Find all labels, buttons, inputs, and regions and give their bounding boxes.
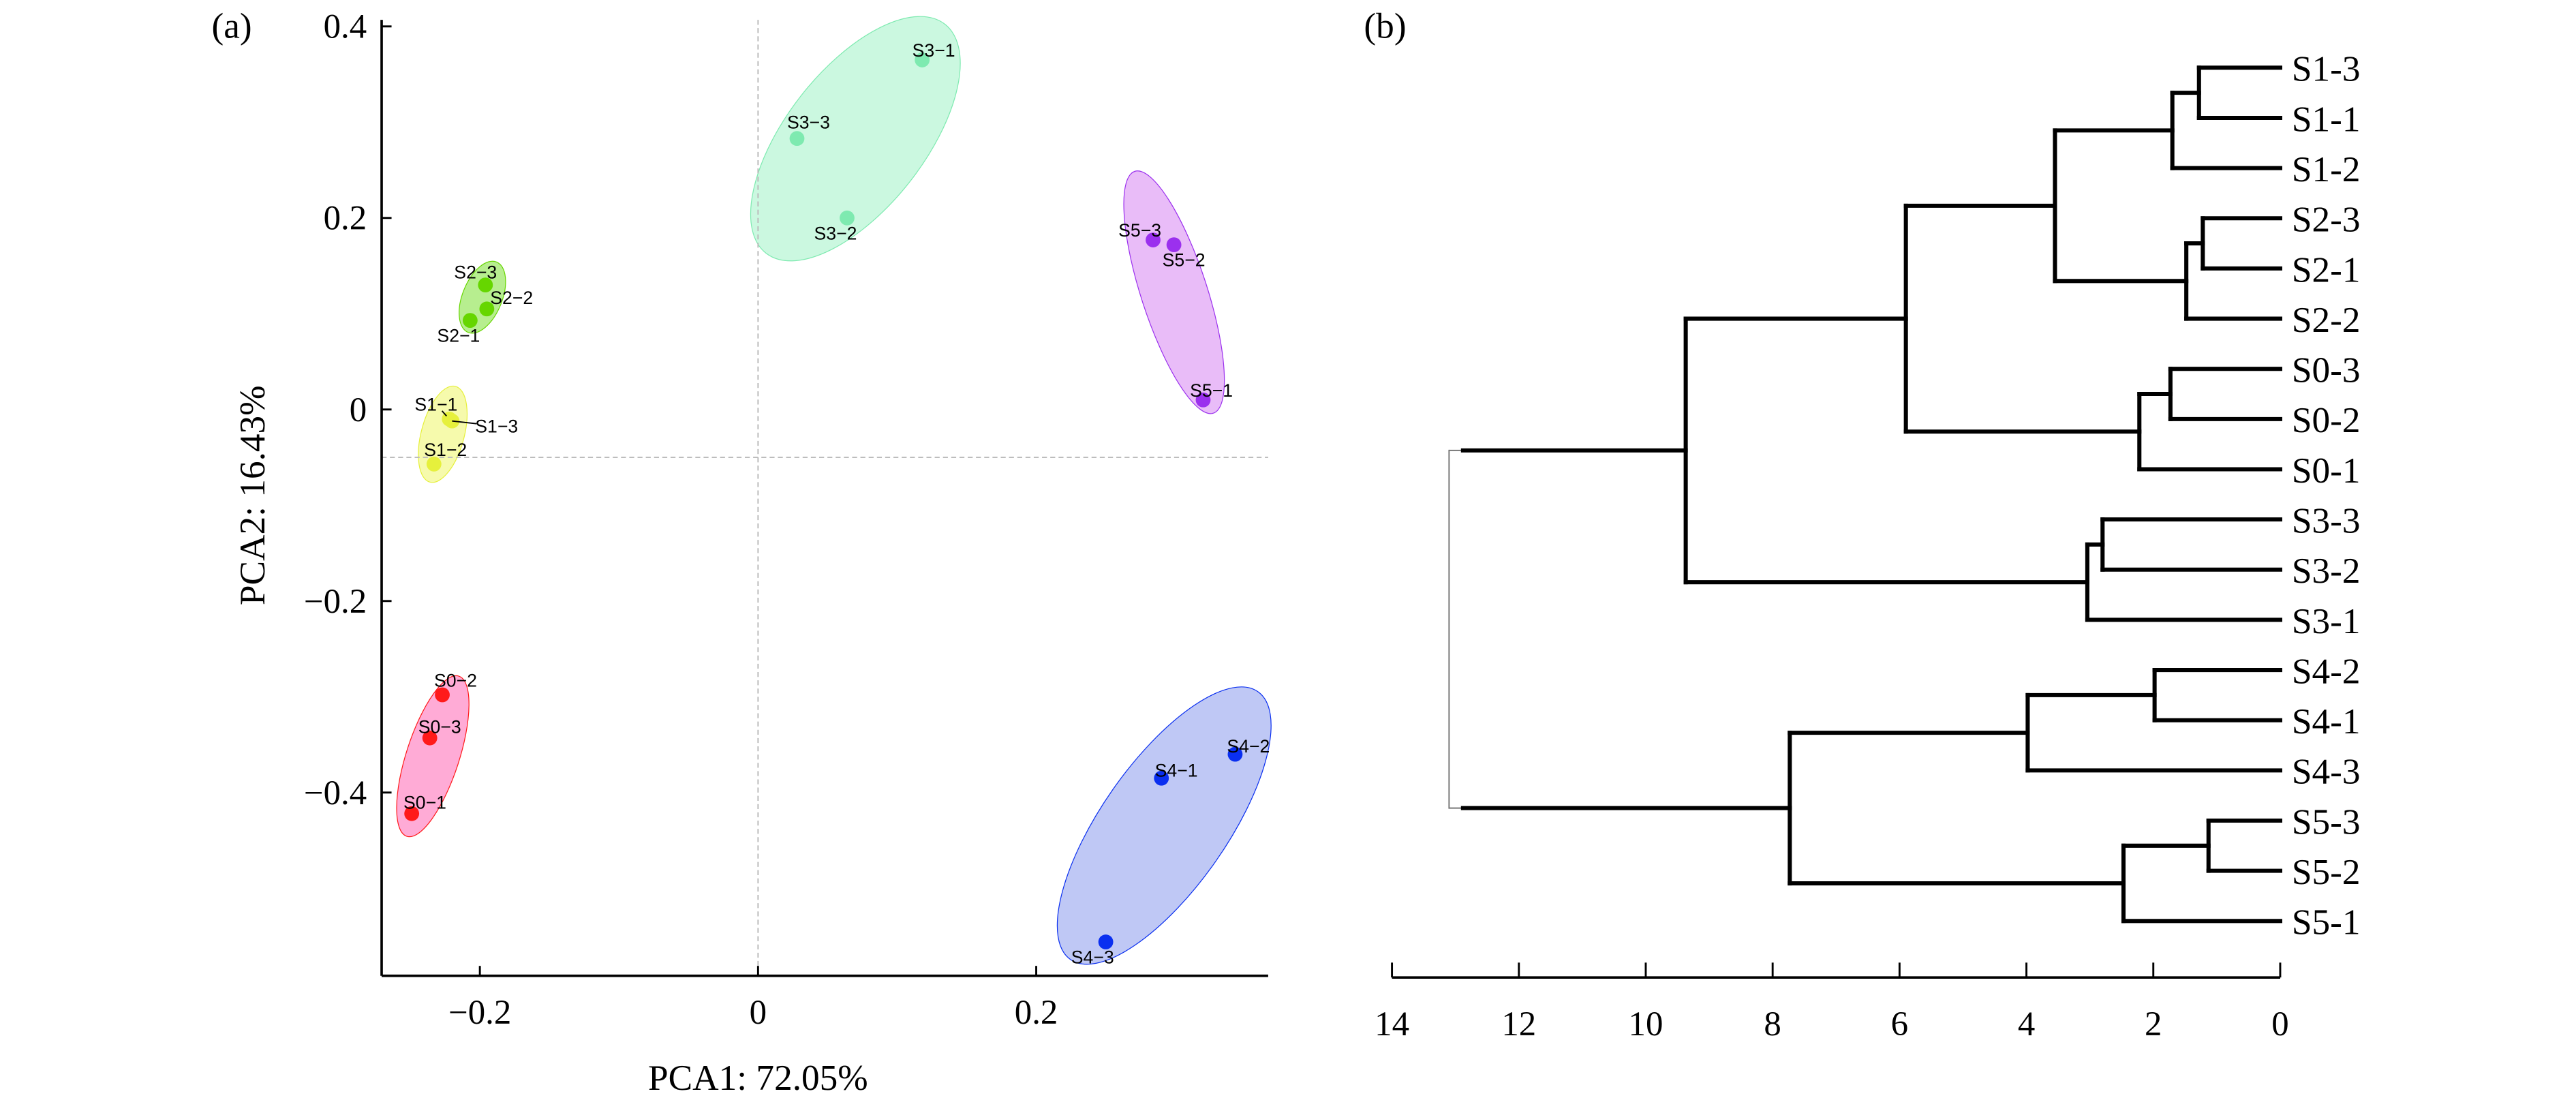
x-tick-label: 0: [750, 994, 767, 1032]
leaf-label-s0-1: S0-1: [2292, 451, 2361, 491]
point-label: S3−1: [913, 40, 955, 61]
point-label: S2−2: [490, 288, 533, 308]
leaf-label-s1-2: S1-2: [2292, 149, 2361, 189]
point-label: S1−3: [475, 416, 518, 437]
x-tick-label: 0.2: [1015, 994, 1058, 1032]
y-axis-label: PCA2: 16.43%: [232, 385, 273, 605]
point-label: S1−1: [414, 395, 457, 415]
ellipse-s0: [396, 675, 470, 838]
point-s3-3: [789, 131, 805, 147]
point-label: S0−1: [403, 792, 446, 812]
point-s5-2: [1166, 237, 1182, 253]
point-s2-3: [478, 277, 493, 293]
point-s0-1: [404, 806, 420, 821]
point-label: S2−1: [437, 326, 480, 346]
leaf-label-s3-1: S3-1: [2292, 601, 2361, 641]
point-s1-2: [426, 456, 442, 472]
distance-tick-label: 10: [1629, 1005, 1663, 1043]
distance-tick-label: 14: [1375, 1005, 1409, 1043]
point-s4-1: [1154, 770, 1169, 786]
distance-tick-label: 4: [2018, 1005, 2035, 1043]
point-s5-3: [1146, 232, 1161, 247]
point-label: S4−1: [1155, 760, 1198, 780]
leaf-label-s3-3: S3-3: [2292, 501, 2361, 541]
distance-tick-label: 2: [2145, 1005, 2162, 1043]
x-axis-label: PCA1: 72.05%: [648, 1058, 868, 1098]
point-label: S5−2: [1163, 250, 1206, 271]
leaf-label-s4-2: S4-2: [2292, 651, 2361, 691]
label-leader-line: [452, 420, 477, 425]
point-label: S1−2: [424, 440, 467, 460]
leaf-label-s5-1: S5-1: [2292, 902, 2361, 943]
distance-ticks: 14 12 10 8 6 4 2 0: [1375, 962, 2289, 1043]
point-label: S0−3: [418, 716, 461, 737]
points: S0−2 S0−3 S0−1 S1−1 S1−3 S1−2 S2−3 S2−2 S2−1 S3−1…: [403, 40, 1270, 967]
group-ellipses: [396, 16, 1272, 965]
point-label: S5−1: [1190, 380, 1233, 401]
leaf-label-s1-1: S1-1: [2292, 99, 2361, 139]
dendrogram-panel: (b) S1-3 S1-1 S1-2 S2-3 S2-1 S2-2 S0-3 S0-2 S0-1…: [1364, 6, 2360, 1043]
leaf-label-s2-1: S2-1: [2292, 249, 2361, 290]
y-tick-label: −0.4: [304, 774, 367, 812]
point-s0-3: [422, 730, 438, 746]
leaf-label-s5-3: S5-3: [2292, 802, 2361, 842]
point-label: S3−3: [787, 112, 830, 133]
y-tick-label: 0: [350, 391, 367, 429]
distance-tick-label: 0: [2271, 1005, 2288, 1043]
point-s2-1: [462, 313, 478, 329]
point-label: S2−3: [454, 262, 497, 282]
y-tick-label: −0.2: [304, 583, 367, 621]
distance-tick-label: 12: [1501, 1005, 1536, 1043]
panel-label-a: (a): [211, 6, 251, 46]
y-tick-label: 0.4: [324, 8, 367, 46]
leaf-label-s0-3: S0-3: [2292, 350, 2361, 391]
panel-label-b: (b): [1364, 6, 1406, 46]
axis-ticks: −0.2 0 0.2 0.4 0.2 0 −0.2 −0.4: [304, 8, 1058, 1032]
leaf-label-s4-1: S4-1: [2292, 701, 2361, 742]
point-s4-2: [1227, 746, 1243, 762]
leaf-label-s3-2: S3-2: [2292, 551, 2361, 591]
leaf-label-s4-3: S4-3: [2292, 752, 2361, 792]
distance-tick-label: 6: [1891, 1005, 1908, 1043]
point-s3-2: [840, 210, 855, 226]
point-s4-3: [1098, 934, 1114, 949]
dendrogram-branches: [1448, 65, 2282, 924]
point-s3-1: [915, 52, 930, 67]
point-s0-2: [435, 687, 450, 703]
point-label: S3−2: [814, 223, 857, 243]
leaf-labels: S1-3 S1-1 S1-2 S2-3 S2-1 S2-2 S0-3 S0-2 S0-1 S3-3…: [2292, 49, 2361, 943]
pca-panel: (a) S0−2 S0−3 S0−1 S1−1 S1−3 S1−2 S2−3 S2−2 S2−1…: [211, 6, 1272, 1098]
leaf-label-s1-3: S1-3: [2292, 49, 2361, 89]
point-s5-1: [1195, 392, 1211, 408]
point-label: S4−3: [1071, 947, 1114, 968]
point-label: S0−2: [434, 670, 477, 690]
leaf-label-s0-2: S0-2: [2292, 400, 2361, 440]
point-label: S5−3: [1118, 220, 1161, 241]
leaf-label-s2-3: S2-3: [2292, 200, 2361, 240]
distance-tick-label: 8: [1764, 1005, 1781, 1043]
leaf-label-s2-2: S2-2: [2292, 300, 2361, 340]
y-tick-label: 0.2: [324, 200, 367, 238]
ellipse-s3: [750, 16, 961, 262]
ellipse-s5: [1123, 170, 1225, 414]
point-s2-2: [479, 301, 495, 317]
ellipse-s4: [1056, 686, 1272, 965]
leaf-label-s5-2: S5-2: [2292, 852, 2361, 892]
point-label: S4−2: [1227, 736, 1270, 757]
x-tick-label: −0.2: [448, 994, 511, 1032]
